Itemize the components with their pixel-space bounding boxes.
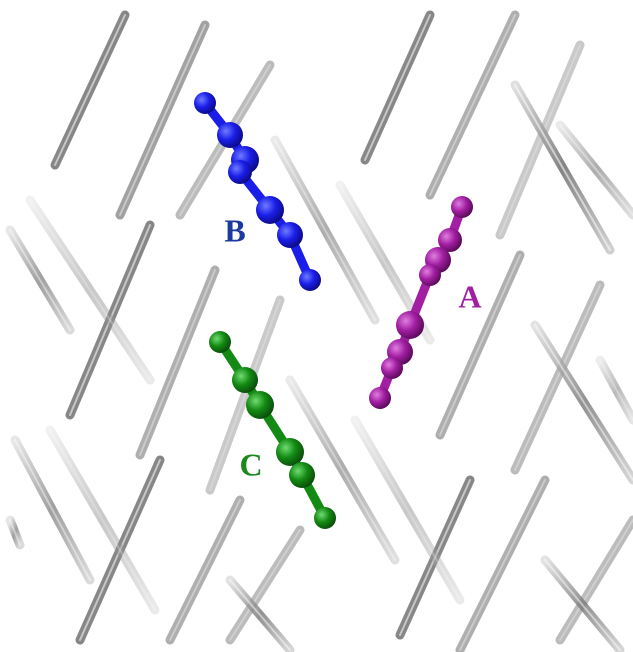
rod-highlight: [429, 14, 516, 196]
rod-highlight: [9, 519, 21, 546]
rod-highlight: [514, 84, 611, 251]
rod: [540, 555, 625, 652]
rod: [495, 40, 585, 240]
rod-highlight: [354, 419, 461, 601]
atom: [438, 228, 462, 252]
rod-highlight: [14, 439, 91, 581]
label-c: C: [239, 446, 262, 482]
atom: [299, 269, 321, 291]
rod-highlight: [439, 254, 521, 436]
rod-highlight: [209, 299, 281, 491]
rod-highlight: [534, 324, 633, 481]
rod-highlight: [54, 14, 126, 166]
rod: [225, 575, 295, 652]
rod: [510, 280, 605, 475]
rod-highlight: [289, 379, 396, 561]
rod: [425, 10, 520, 200]
rod: [5, 225, 75, 335]
atom: [256, 196, 284, 224]
rod: [5, 515, 25, 550]
rod-highlight: [559, 519, 633, 641]
rod: [135, 265, 220, 460]
rod-highlight: [29, 199, 151, 381]
label-b: B: [224, 212, 245, 248]
rod: [10, 435, 95, 585]
atom: [451, 196, 473, 218]
atom: [396, 311, 424, 339]
atom: [369, 387, 391, 409]
atom: [289, 462, 315, 488]
rod-highlight: [49, 429, 156, 611]
atom: [228, 160, 252, 184]
background-rods: [5, 10, 633, 652]
rod-highlight: [364, 14, 431, 161]
rod-highlight: [514, 284, 601, 471]
atom: [277, 222, 303, 248]
rod-highlight: [9, 229, 71, 331]
atom: [246, 391, 274, 419]
rod: [45, 425, 160, 615]
label-a: A: [458, 278, 481, 314]
rod: [555, 120, 633, 220]
rod-highlight: [559, 124, 633, 216]
rod: [270, 135, 380, 325]
rod-highlight: [139, 269, 216, 456]
rod: [350, 415, 465, 605]
rod: [225, 525, 305, 645]
rod-highlight: [499, 44, 581, 236]
atom: [314, 507, 336, 529]
rod-highlight: [274, 139, 376, 321]
rod: [595, 355, 633, 425]
highlighted-molecules: [194, 92, 473, 529]
rod: [530, 320, 633, 485]
atom: [419, 264, 441, 286]
rod: [285, 375, 400, 565]
rod-highlight: [229, 529, 301, 641]
rod: [555, 515, 633, 645]
rod-highlight: [169, 499, 241, 641]
rod-highlight: [544, 559, 621, 651]
rod: [115, 20, 210, 220]
rod-highlight: [119, 24, 206, 216]
atom: [217, 122, 243, 148]
rod: [165, 495, 245, 645]
rod: [455, 475, 550, 652]
rod: [25, 195, 155, 385]
atom: [209, 331, 231, 353]
rod: [435, 250, 525, 440]
rod-highlight: [459, 479, 546, 651]
rod-highlight: [229, 579, 291, 651]
rod: [205, 295, 285, 495]
atom: [194, 92, 216, 114]
atom: [276, 438, 304, 466]
atom: [232, 367, 258, 393]
rod-highlight: [599, 359, 633, 421]
atom: [381, 357, 403, 379]
